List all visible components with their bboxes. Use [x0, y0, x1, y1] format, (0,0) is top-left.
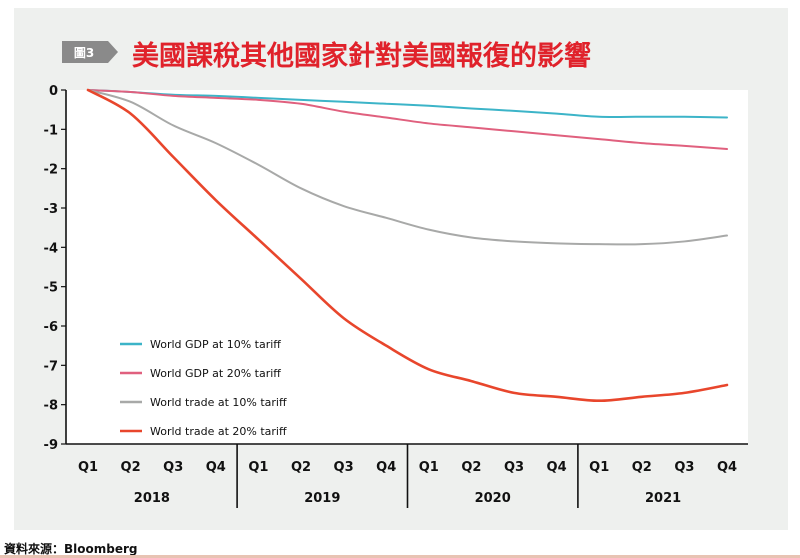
x-tick-label: Q3 — [334, 460, 354, 475]
legend-label: World trade at 20% tariff — [150, 425, 287, 438]
x-tick-label: Q3 — [504, 460, 524, 475]
series-line-2 — [87, 89, 728, 150]
chart-title: 美國課稅其他國家針對美國報復的影響 — [132, 41, 591, 72]
x-tick-label: Q1 — [419, 460, 439, 475]
year-label: 2020 — [475, 491, 511, 506]
y-tick-label: -2 — [44, 163, 58, 178]
year-label: 2019 — [304, 491, 340, 506]
legend-label: World GDP at 20% tariff — [150, 367, 281, 380]
y-tick-label: -3 — [44, 202, 58, 217]
x-tick-label: Q1 — [78, 460, 98, 475]
x-tick-label: Q1 — [248, 460, 268, 475]
x-tick-label: Q4 — [717, 460, 737, 475]
y-tick-label: -9 — [44, 438, 58, 453]
figure-badge-label: 圖3 — [74, 46, 94, 60]
x-tick-label: Q4 — [376, 460, 396, 475]
plot-area — [66, 90, 748, 444]
x-tick-label: Q3 — [674, 460, 694, 475]
series-line-1 — [87, 89, 728, 119]
y-tick-label: -6 — [44, 320, 58, 335]
legend-label: World GDP at 10% tariff — [150, 338, 281, 351]
x-tick-label: Q2 — [632, 460, 652, 475]
x-tick-label: Q2 — [461, 460, 481, 475]
x-tick-label: Q2 — [121, 460, 141, 475]
x-tick-label: Q3 — [163, 460, 183, 475]
x-tick-label: Q2 — [291, 460, 311, 475]
y-tick-label: -1 — [44, 123, 58, 138]
figure-badge: 圖3 — [62, 41, 118, 63]
y-tick-label: -7 — [44, 359, 58, 374]
y-tick-label: 0 — [49, 84, 58, 99]
year-label: 2018 — [134, 491, 170, 506]
y-tick-label: -4 — [44, 241, 58, 256]
source-note: 資料來源：Bloomberg — [4, 542, 138, 556]
series-line-3 — [87, 89, 728, 246]
x-tick-label: Q4 — [206, 460, 226, 475]
series-line-4 — [86, 88, 729, 403]
y-tick-label: -5 — [44, 281, 58, 296]
x-tick-label: Q4 — [547, 460, 567, 475]
x-tick-label: Q1 — [589, 460, 609, 475]
year-label: 2021 — [645, 491, 681, 506]
bottom-divider — [0, 555, 800, 558]
legend-label: World trade at 10% tariff — [150, 396, 287, 409]
y-tick-label: -8 — [44, 399, 58, 414]
